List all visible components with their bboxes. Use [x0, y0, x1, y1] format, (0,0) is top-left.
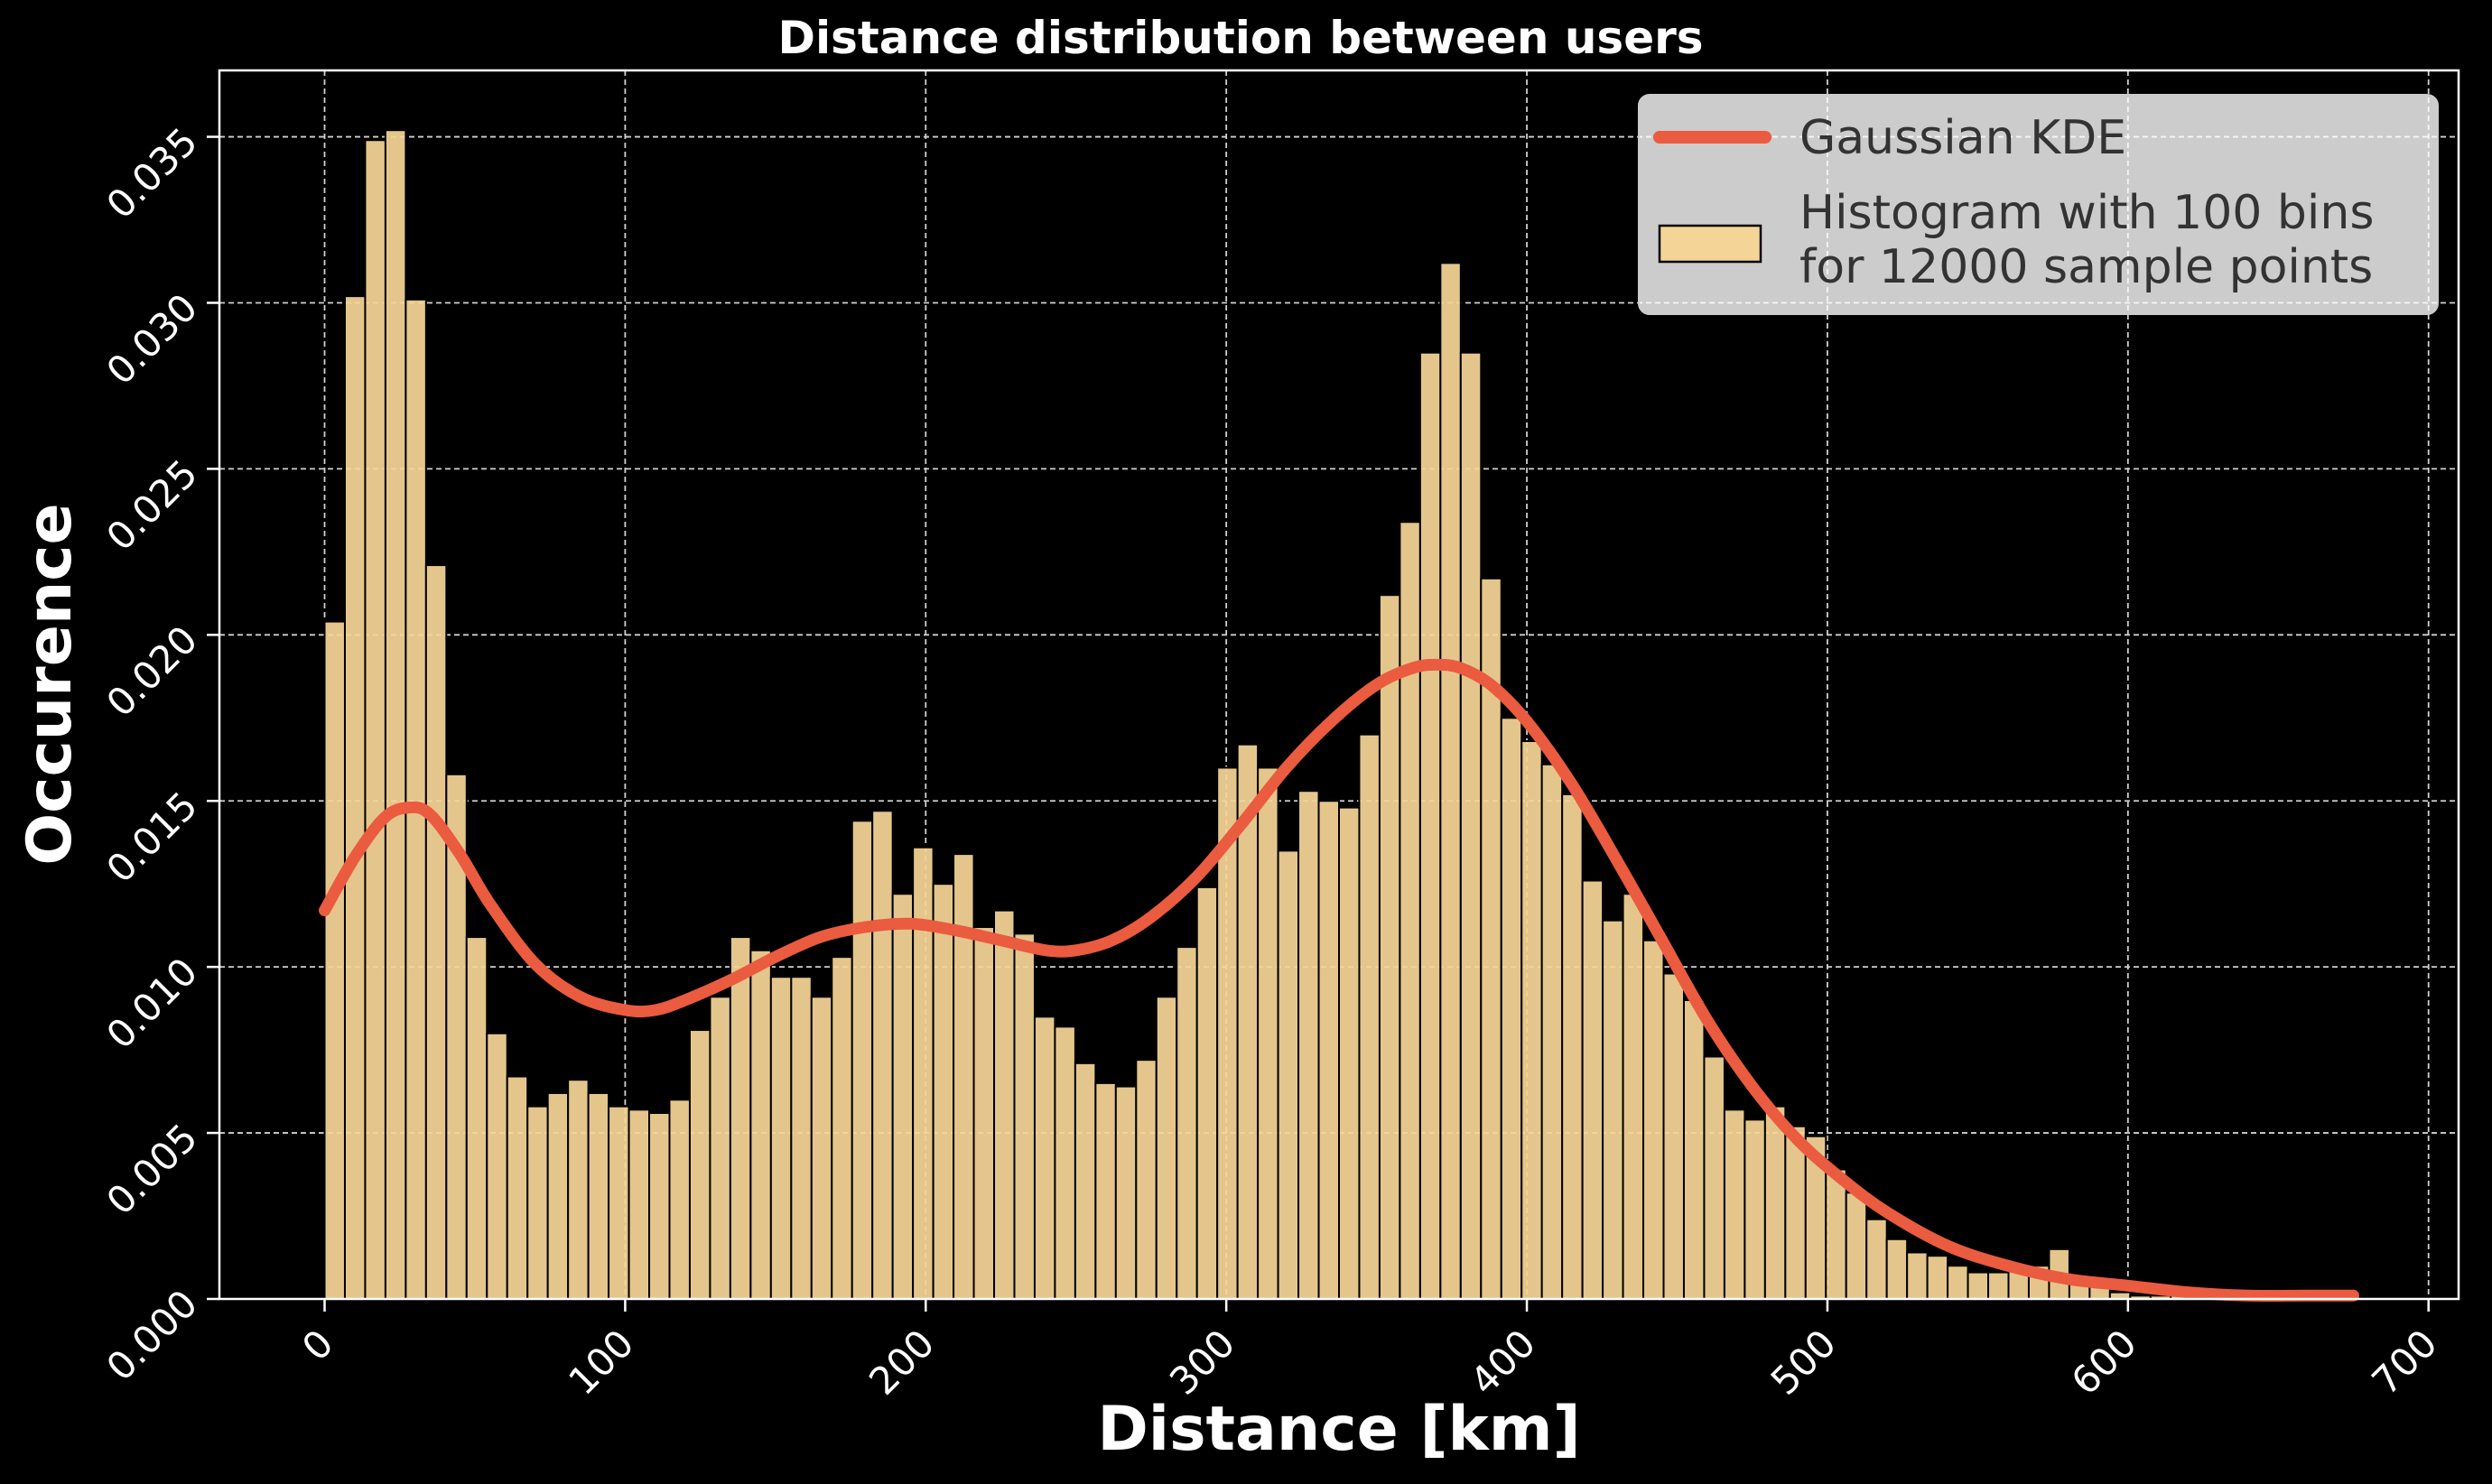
histogram-bar: [1642, 939, 1665, 1300]
histogram-bar: [871, 810, 894, 1300]
histogram-bar: [1763, 1105, 1787, 1300]
histogram-bar: [953, 853, 975, 1300]
histogram-bar: [1987, 1271, 2010, 1301]
histogram-bar: [1703, 1055, 1725, 1300]
histogram-bar: [1155, 996, 1178, 1300]
histogram-bar: [1074, 1062, 1097, 1300]
histogram-bar: [769, 976, 793, 1300]
histogram-bar: [1033, 1016, 1056, 1301]
histogram-bar: [343, 295, 367, 1300]
histogram-bar: [608, 1105, 630, 1300]
legend-kde-label: Gaussian KDE: [1799, 111, 2126, 165]
histogram-bar: [506, 1075, 529, 1301]
kde-line: [319, 658, 2359, 1303]
histogram-bar: [1378, 594, 1401, 1300]
histogram-bar: [912, 846, 934, 1300]
legend-histogram-label-line2: for 12000 sample points: [1799, 240, 2373, 294]
histogram-bar: [851, 820, 874, 1300]
histogram-bar: [1865, 1218, 1888, 1300]
histogram-bar: [993, 909, 1016, 1300]
histogram-bar: [648, 1112, 671, 1301]
histogram-bar: [424, 564, 448, 1300]
histogram-bar: [1967, 1271, 1990, 1301]
histogram-bar: [1418, 351, 1442, 1301]
histogram-bar: [1338, 806, 1361, 1300]
histogram-bar: [1906, 1251, 1929, 1300]
histogram-bar: [1257, 766, 1279, 1300]
histogram-bar: [1317, 800, 1340, 1300]
histogram-bar: [364, 139, 386, 1300]
histogram-bar: [668, 1099, 691, 1300]
histogram-bar: [1602, 919, 1624, 1300]
x-axis-label: Distance [km]: [1097, 1394, 1580, 1465]
histogram-bar: [1540, 763, 1564, 1300]
legend-histogram-swatch: [1658, 224, 1762, 264]
histogram-bar: [709, 996, 731, 1300]
histogram-bar: [688, 1029, 711, 1301]
chart-title: Distance distribution between users: [777, 12, 1703, 64]
histogram-bar: [1114, 1085, 1138, 1300]
histogram-bars: [323, 129, 2192, 1301]
histogram-bar: [932, 883, 955, 1300]
histogram-bar: [1439, 262, 1462, 1300]
histogram-bar: [404, 298, 427, 1300]
histogram-bar: [1743, 1118, 1766, 1300]
plot-frame: [218, 69, 2460, 1301]
histogram-bar: [749, 949, 772, 1300]
histogram-bar: [729, 936, 752, 1300]
histogram-bar: [1399, 521, 1421, 1300]
histogram-bar: [1500, 717, 1523, 1300]
histogram-bar: [790, 976, 813, 1300]
kde-curve-group: [319, 658, 2359, 1303]
histogram-bar: [1723, 1108, 1746, 1300]
histogram-bar: [486, 1032, 508, 1300]
histogram-bar: [526, 1105, 549, 1300]
histogram-bar: [1682, 998, 1706, 1300]
histogram-bar: [465, 936, 488, 1300]
histogram-bar: [1885, 1238, 1909, 1300]
histogram-bar: [1054, 1025, 1076, 1300]
histogram-bar: [1176, 946, 1198, 1301]
histogram-bar: [831, 956, 853, 1301]
histogram-bar: [891, 893, 915, 1301]
histogram-bar: [1135, 1059, 1158, 1300]
histogram-bar: [810, 996, 833, 1300]
histogram-bar: [1297, 790, 1320, 1300]
histogram-bar: [1277, 849, 1300, 1301]
histogram-bar: [1520, 740, 1543, 1300]
histogram-bar: [1581, 879, 1604, 1301]
histogram-bar: [567, 1079, 590, 1301]
histogram-bar: [1459, 351, 1483, 1301]
histogram-bar: [1926, 1255, 1949, 1300]
legend: Gaussian KDE Histogram with 100 bins for…: [1638, 94, 2439, 315]
histogram-bar: [1825, 1168, 1847, 1300]
histogram-bar: [323, 620, 346, 1300]
legend-histogram-label-line1: Histogram with 100 bins: [1799, 186, 2374, 240]
histogram-bar: [1094, 1081, 1117, 1300]
histogram-bar: [1622, 893, 1645, 1301]
legend-box: [1638, 94, 2439, 315]
histogram-bar: [1662, 972, 1685, 1300]
histogram-bar: [1013, 932, 1036, 1301]
histogram-bar: [1195, 886, 1219, 1301]
histogram-bar: [1358, 733, 1381, 1300]
histogram-bar: [546, 1091, 570, 1301]
histogram-bar: [1845, 1192, 1868, 1300]
histogram-bar: [972, 926, 996, 1300]
y-axis-label: Occurence: [14, 503, 86, 865]
histogram-bar: [628, 1108, 651, 1300]
histogram-bar: [1947, 1265, 1969, 1300]
histogram-bar: [1561, 793, 1584, 1300]
histogram-bar: [384, 129, 407, 1300]
histogram-bar: [587, 1091, 610, 1301]
